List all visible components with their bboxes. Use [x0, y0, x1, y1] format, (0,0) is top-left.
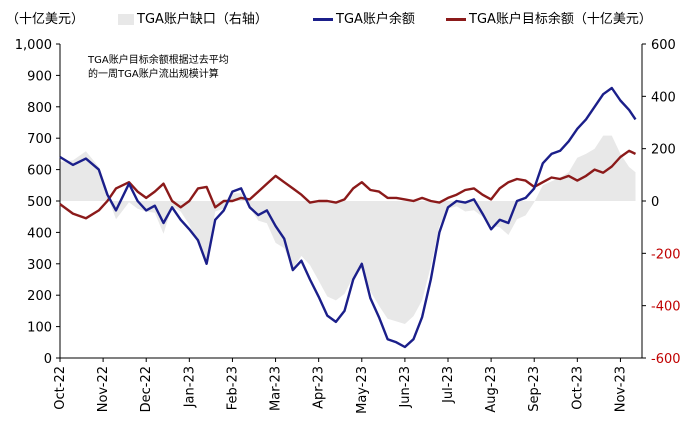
x-tick-label-Sep-23: Sep-23 [527, 366, 542, 412]
right-tick-label--400: -400 [651, 300, 681, 315]
x-tick-label-Oct-23: Oct-23 [570, 366, 585, 410]
left-tick-label-700: 700 [27, 132, 52, 147]
left-tick-label-300: 300 [27, 258, 52, 273]
x-tick-label-Jul-23: Jul-23 [441, 366, 456, 404]
legend: （十亿美元） TGA账户缺口（右轴） TGA账户余额 TGA账户目标余额（十亿美… [0, 8, 700, 30]
legend-swatch-gap [118, 14, 134, 25]
legend-label-balance: TGA账户余额 [336, 12, 415, 27]
left-tick-label-900: 900 [27, 69, 52, 84]
x-tick-label-Feb-23: Feb-23 [225, 366, 240, 410]
legend-item-gap: TGA账户缺口（右轴） [118, 8, 268, 27]
x-tick-label-Apr-23: Apr-23 [312, 366, 327, 409]
right-tick-label--600: -600 [651, 352, 681, 367]
right-tick-label--200: -200 [651, 247, 681, 262]
legend-swatch-target [446, 18, 466, 21]
left-axis-unit: （十亿美元） [6, 12, 85, 27]
gap-area-series [60, 135, 636, 324]
left-tick-label-500: 500 [27, 195, 52, 210]
right-tick-label-400: 400 [651, 90, 676, 105]
balance-line-series [59, 86, 637, 349]
annotation-line-2: 的一周TGA账户流出规模计算 [88, 69, 219, 80]
legend-label-gap: TGA账户缺口（右轴） [137, 12, 268, 27]
annotation-line-1: TGA账户目标余额根据过去平均 [88, 55, 229, 66]
left-tick-label-800: 800 [27, 101, 52, 116]
left-tick-label-100: 100 [27, 321, 52, 336]
target-line-series [59, 149, 637, 220]
x-tick-label-Nov-23: Nov-23 [613, 366, 628, 412]
x-tick-label-May-23: May-23 [355, 366, 370, 414]
left-tick-label-600: 600 [27, 164, 52, 179]
legend-item-target: TGA账户目标余额（十亿美元） [446, 8, 652, 27]
right-tick-label-200: 200 [651, 143, 676, 158]
left-tick-label-1000: 1,000 [15, 38, 52, 53]
x-tick-label-Dec-22: Dec-22 [139, 366, 154, 412]
x-tick-label-Jun-23: Jun-23 [398, 366, 413, 409]
x-tick-label-Aug-23: Aug-23 [484, 366, 499, 413]
annotation: TGA账户目标余额根据过去平均 的一周TGA账户流出规模计算 [88, 54, 229, 82]
legend-item-balance: TGA账户余额 [313, 8, 415, 27]
left-tick-label-0: 0 [44, 352, 52, 367]
x-tick-label-Nov-22: Nov-22 [96, 366, 111, 412]
right-tick-label-600: 600 [651, 38, 676, 53]
x-tick-label-Oct-22: Oct-22 [53, 366, 68, 410]
legend-swatch-balance [313, 18, 333, 21]
left-tick-label-200: 200 [27, 289, 52, 304]
x-tick-label-Mar-23: Mar-23 [269, 366, 284, 411]
legend-label-target: TGA账户目标余额（十亿美元） [469, 12, 652, 27]
x-tick-label-Jan-23: Jan-23 [182, 366, 197, 408]
left-tick-label-400: 400 [27, 226, 52, 241]
right-tick-label-0: 0 [651, 195, 659, 210]
